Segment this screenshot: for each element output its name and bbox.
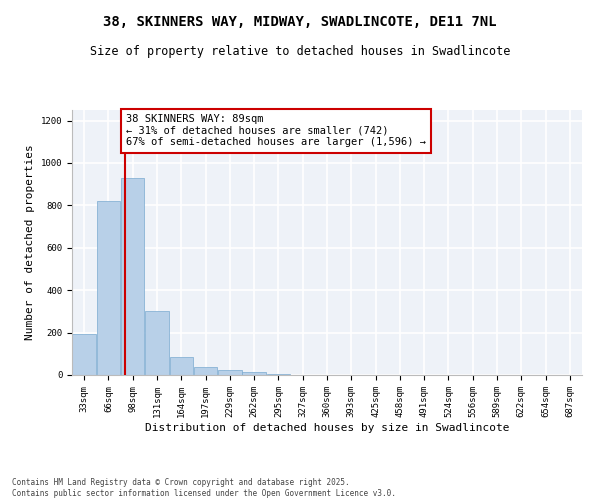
Bar [266,374,290,375]
Bar [242,372,266,375]
Bar [194,367,217,375]
Y-axis label: Number of detached properties: Number of detached properties [25,144,35,340]
Bar [73,334,96,375]
X-axis label: Distribution of detached houses by size in Swadlincote: Distribution of detached houses by size … [145,422,509,432]
Bar [121,178,145,375]
Bar [170,357,193,375]
Text: 38 SKINNERS WAY: 89sqm
← 31% of detached houses are smaller (742)
67% of semi-de: 38 SKINNERS WAY: 89sqm ← 31% of detached… [126,114,426,148]
Bar [145,312,169,375]
Bar [218,370,242,375]
Text: 38, SKINNERS WAY, MIDWAY, SWADLINCOTE, DE11 7NL: 38, SKINNERS WAY, MIDWAY, SWADLINCOTE, D… [103,15,497,29]
Text: Contains HM Land Registry data © Crown copyright and database right 2025.
Contai: Contains HM Land Registry data © Crown c… [12,478,396,498]
Text: Size of property relative to detached houses in Swadlincote: Size of property relative to detached ho… [90,45,510,58]
Bar [97,201,120,375]
